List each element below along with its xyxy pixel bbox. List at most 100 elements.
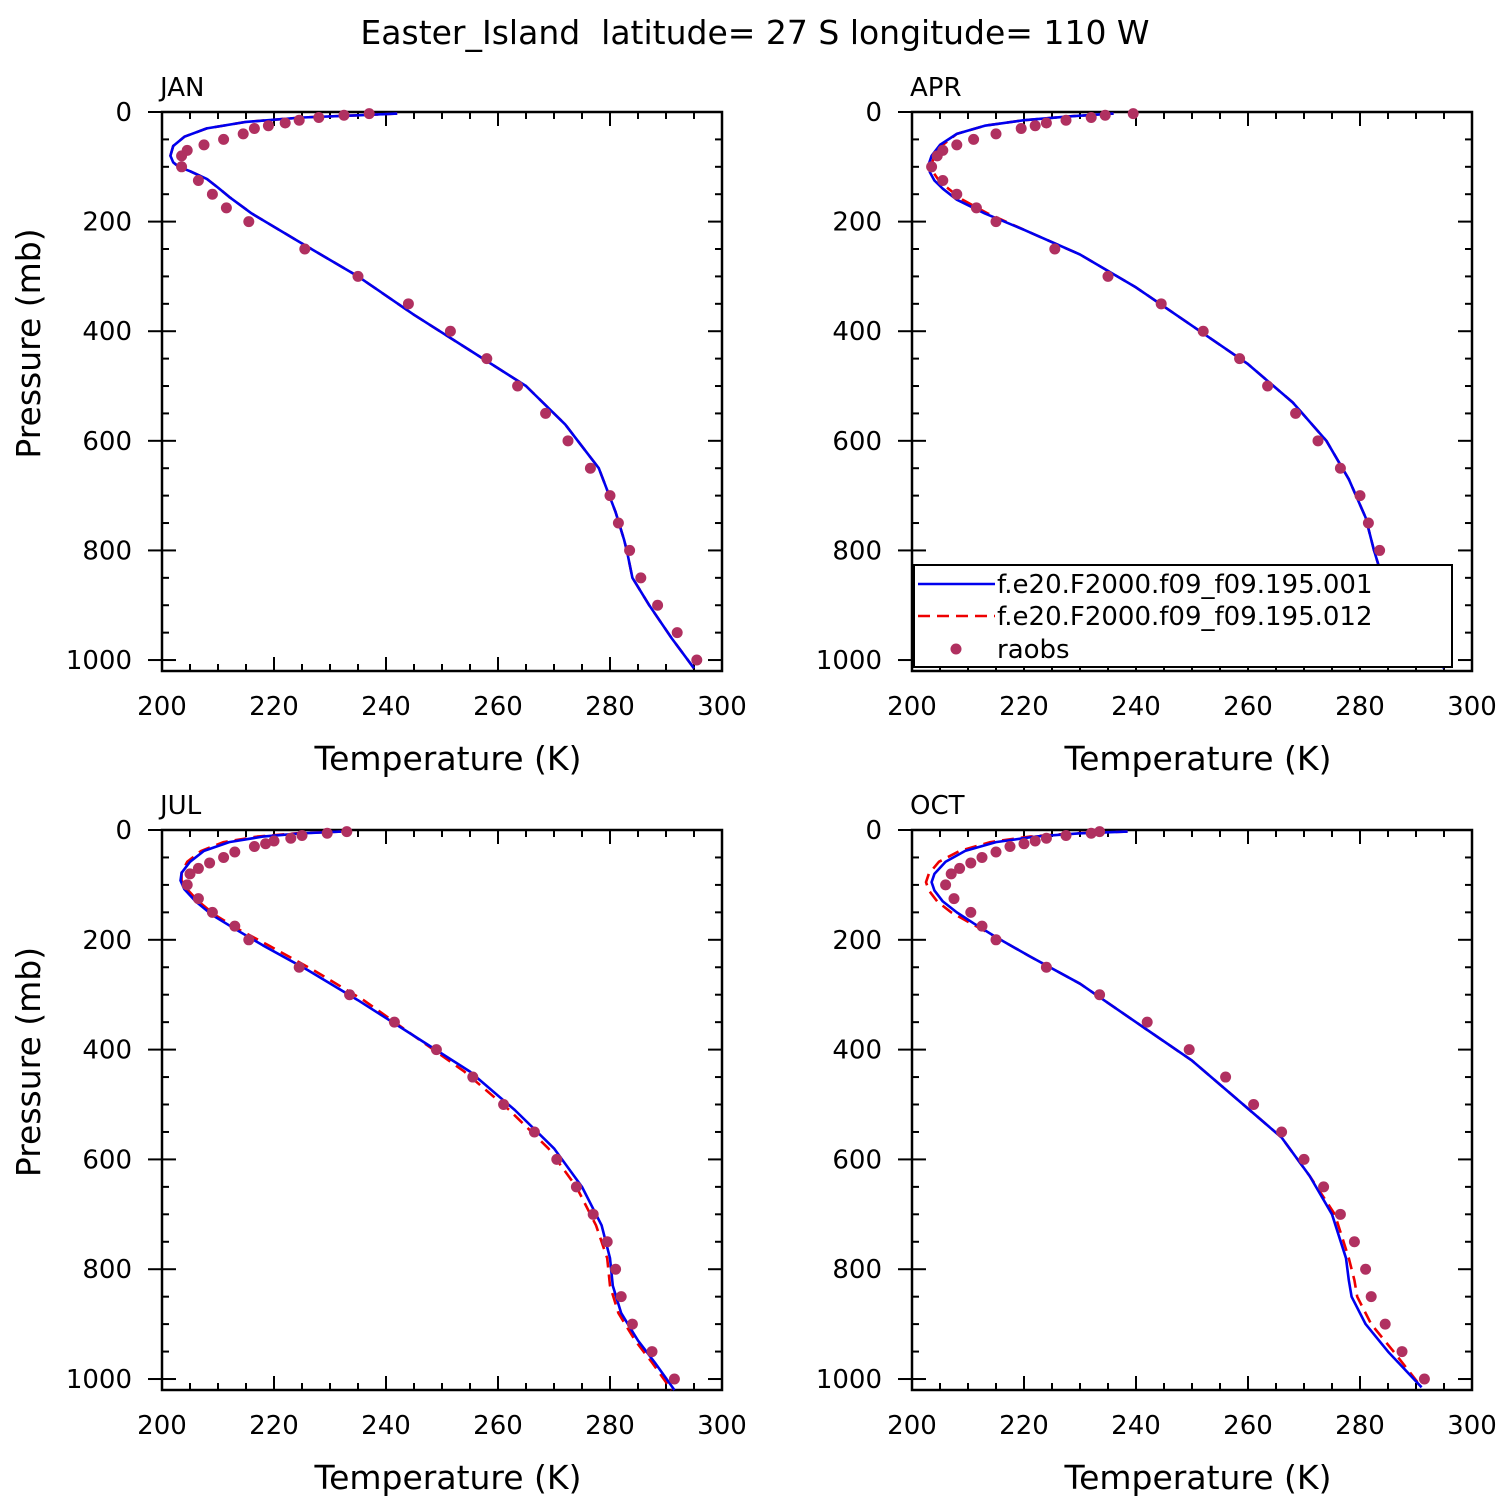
raobs-point: [1334, 1208, 1346, 1220]
raobs-point: [646, 1346, 658, 1358]
raobs-point: [285, 832, 297, 844]
y-tick-label: 200: [832, 208, 882, 238]
raobs-point: [1040, 961, 1052, 973]
x-tick-label: 240: [1111, 1411, 1161, 1441]
raobs-point: [184, 868, 196, 880]
raobs-point: [551, 1153, 563, 1165]
raobs-point: [965, 857, 977, 869]
figure-title: Easter_Island latitude= 27 S longitude= …: [360, 13, 1149, 52]
raobs-point: [1248, 1099, 1260, 1111]
series-group: [927, 112, 1446, 669]
raobs-point: [1099, 109, 1111, 121]
y-tick-label: 0: [865, 816, 882, 846]
x-tick-label: 300: [1447, 1411, 1497, 1441]
raobs-point: [218, 133, 230, 145]
raobs-point: [1318, 1181, 1330, 1193]
y-tick-label: 800: [82, 536, 132, 566]
x-tick-label: 260: [1223, 692, 1273, 722]
raobs-point: [279, 117, 291, 129]
raobs-point: [562, 435, 574, 447]
legend-entry: raobs: [997, 635, 1070, 665]
raobs-point: [402, 298, 414, 310]
raobs-point: [951, 139, 963, 151]
raobs-point: [528, 1126, 540, 1138]
legend: f.e20.F2000.f09_f09.195.001f.e20.F2000.f…: [913, 564, 1453, 668]
raobs-point: [1262, 380, 1274, 392]
raobs-point: [635, 572, 647, 584]
x-axis-label: Temperature (K): [314, 1458, 582, 1497]
raobs-point: [615, 1291, 627, 1303]
raobs-point: [192, 175, 204, 187]
y-tick-label: 600: [832, 1145, 882, 1175]
raobs-point: [229, 920, 241, 932]
panel-title: JAN: [158, 73, 204, 103]
series-line-012: [180, 830, 673, 1391]
x-tick-label: 220: [249, 692, 299, 722]
raobs-point: [610, 1263, 622, 1275]
raobs-point: [220, 202, 232, 214]
raobs-point: [691, 654, 703, 666]
raobs-point: [1060, 114, 1072, 126]
series-line-001: [169, 112, 696, 670]
raobs-point: [990, 846, 1002, 858]
x-tick-label: 200: [887, 1411, 937, 1441]
x-tick-label: 280: [1335, 692, 1385, 722]
raobs-point: [1418, 1373, 1430, 1385]
raobs-point: [237, 128, 249, 140]
x-tick-label: 300: [1447, 692, 1497, 722]
raobs-point: [624, 544, 636, 556]
raobs-point: [430, 1044, 442, 1056]
raobs-point: [1015, 122, 1027, 134]
y-tick-label: 600: [82, 1145, 132, 1175]
raobs-point: [229, 846, 241, 858]
x-tick-label: 300: [697, 1411, 747, 1441]
raobs-point: [951, 188, 963, 200]
raobs-point: [968, 133, 980, 145]
series-line-001: [927, 112, 1446, 669]
raobs-point: [206, 188, 218, 200]
raobs-point: [970, 202, 982, 214]
raobs-point: [243, 216, 255, 228]
raobs-point: [344, 989, 356, 1001]
raobs-point: [1379, 1318, 1391, 1330]
x-tick-label: 240: [1111, 692, 1161, 722]
raobs-point: [937, 175, 949, 187]
raobs-point: [313, 111, 325, 123]
raobs-point: [192, 862, 204, 874]
x-tick-label: 240: [361, 1411, 411, 1441]
raobs-point: [926, 161, 938, 173]
raobs-point: [1049, 243, 1061, 255]
legend-box: [913, 564, 1453, 668]
raobs-point: [948, 893, 960, 905]
raobs-point: [444, 325, 456, 337]
raobs-point: [1354, 490, 1366, 502]
raobs-point: [601, 1236, 613, 1248]
raobs-point: [1220, 1071, 1232, 1083]
y-tick-label: 400: [832, 1036, 882, 1066]
y-tick-label: 400: [82, 317, 132, 347]
raobs-point: [206, 906, 218, 918]
raobs-point: [1085, 827, 1097, 839]
raobs-point: [248, 122, 260, 134]
x-tick-label: 240: [361, 692, 411, 722]
raobs-point: [198, 139, 210, 151]
x-tick-label: 220: [999, 1411, 1049, 1441]
y-tick-label: 200: [82, 208, 132, 238]
y-tick-label: 0: [115, 98, 132, 128]
raobs-point: [1085, 111, 1097, 123]
series-group: [169, 112, 696, 670]
y-tick-label: 1000: [66, 1365, 132, 1395]
raobs-point: [388, 1016, 400, 1028]
raobs-point: [990, 216, 1002, 228]
raobs-point: [363, 108, 375, 120]
raobs-point: [1060, 829, 1072, 841]
x-tick-label: 200: [137, 1411, 187, 1441]
raobs-point: [1298, 1153, 1310, 1165]
series-group: [924, 830, 1423, 1389]
panel-title: OCT: [910, 791, 965, 821]
x-tick-label: 220: [999, 692, 1049, 722]
x-tick-label: 260: [1223, 1411, 1273, 1441]
y-tick-label: 800: [82, 1255, 132, 1285]
